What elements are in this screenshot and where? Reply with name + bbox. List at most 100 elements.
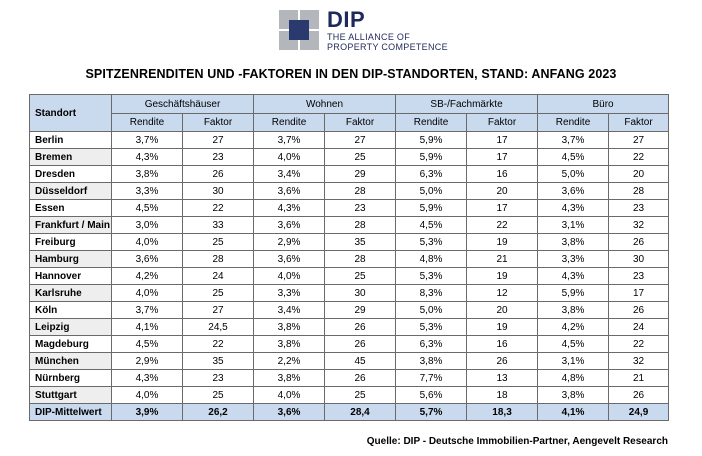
group-header: Büro <box>537 94 670 114</box>
table-row: Berlin 3,7% 27 3,7% 27 5,9% 17 3,7% 27 <box>29 131 670 149</box>
table-cell: 16 <box>466 335 539 353</box>
table-cell: 3,3% <box>111 182 183 200</box>
table-row: Hamburg 3,6% 28 3,6% 28 4,8% 21 3,3% 30 <box>29 250 670 268</box>
table-cell: 4,0% <box>111 284 183 302</box>
table-row: Leipzig 4,1% 24,5 3,8% 26 5,3% 19 4,2% 24 <box>29 318 670 336</box>
table-cell: 23 <box>181 148 255 166</box>
table-cell: 3,1% <box>537 216 610 234</box>
table-cell: 28 <box>324 250 397 268</box>
table-cell: 24,9 <box>608 403 670 421</box>
table-cell: 17 <box>608 284 670 302</box>
table-cell: 8,3% <box>395 284 468 302</box>
table-row: Freiburg 4,0% 25 2,9% 35 5,3% 19 3,8% 26 <box>29 233 670 251</box>
table-cell: 5,3% <box>395 267 468 285</box>
group-header: Wohnen <box>253 94 397 114</box>
table-cell: 4,1% <box>111 318 183 336</box>
table-cell: 4,8% <box>395 250 468 268</box>
table-cell: 30 <box>324 284 397 302</box>
table-cell: 3,7% <box>111 131 183 149</box>
table-cell: 3,1% <box>537 352 610 370</box>
mean-label: DIP-Mittelwert <box>29 403 112 421</box>
table-cell: 20 <box>466 182 539 200</box>
table-cell: 25 <box>181 284 255 302</box>
table-cell: 17 <box>466 131 539 149</box>
table-cell: 3,3% <box>537 250 610 268</box>
table-cell: 22 <box>608 335 670 353</box>
dip-logo-icon <box>279 10 319 50</box>
table-cell: 4,5% <box>537 335 610 353</box>
city-cell: Dresden <box>29 165 112 183</box>
table-cell: 20 <box>608 165 670 183</box>
city-cell: Magdeburg <box>29 335 112 353</box>
table-cell: 4,8% <box>537 369 610 387</box>
table-cell: 5,3% <box>395 318 468 336</box>
table-cell: 24,5 <box>181 318 255 336</box>
mean-row: DIP-Mittelwert 3,9% 26,2 3,6% 28,4 5,7% … <box>29 403 670 421</box>
column-header: Faktor <box>324 113 397 132</box>
city-cell: Bremen <box>29 148 112 166</box>
table-cell: 3,3% <box>253 284 326 302</box>
table-cell: 4,1% <box>537 403 610 421</box>
table-cell: 4,0% <box>253 386 326 404</box>
table-row: München 2,9% 35 2,2% 45 3,8% 26 3,1% 32 <box>29 352 670 370</box>
table-cell: 3,4% <box>253 301 326 319</box>
table-cell: 25 <box>324 267 397 285</box>
table-cell: 6,3% <box>395 165 468 183</box>
table-cell: 4,2% <box>537 318 610 336</box>
city-cell: Stuttgart <box>29 386 112 404</box>
table-cell: 17 <box>466 199 539 217</box>
column-header: Faktor <box>608 113 670 132</box>
column-header: Rendite <box>253 113 326 132</box>
table-cell: 26 <box>608 301 670 319</box>
table-cell: 3,7% <box>537 131 610 149</box>
table-cell: 22 <box>181 335 255 353</box>
table-cell: 27 <box>324 131 397 149</box>
table-cell: 32 <box>608 216 670 234</box>
table-cell: 24 <box>181 267 255 285</box>
table-cell: 5,3% <box>395 233 468 251</box>
table-cell: 28 <box>608 182 670 200</box>
logo-tagline-2: PROPERTY COMPETENCE <box>327 42 448 52</box>
table-cell: 28 <box>181 250 255 268</box>
table-cell: 4,5% <box>111 199 183 217</box>
table-cell: 20 <box>466 301 539 319</box>
dip-logo: DIP THE ALLIANCE OF PROPERTY COMPETENCE <box>279 7 449 56</box>
column-header: Faktor <box>181 113 255 132</box>
table-cell: 3,0% <box>111 216 183 234</box>
table-cell: 3,6% <box>537 182 610 200</box>
table-cell: 6,3% <box>395 335 468 353</box>
table-cell: 25 <box>324 386 397 404</box>
table-cell: 19 <box>466 233 539 251</box>
table-cell: 4,0% <box>111 386 183 404</box>
table-row: Essen 4,5% 22 4,3% 23 5,9% 17 4,3% 23 <box>29 199 670 217</box>
city-cell: Frankfurt / Main <box>29 216 112 234</box>
table-cell: 18 <box>466 386 539 404</box>
group-header: Geschäftshäuser <box>110 94 255 114</box>
table-cell: 4,5% <box>395 216 468 234</box>
table-cell: 23 <box>608 267 670 285</box>
column-header: Rendite <box>395 113 468 132</box>
table-cell: 3,6% <box>111 250 183 268</box>
table-cell: 2,9% <box>253 233 326 251</box>
table-cell: 4,3% <box>111 148 183 166</box>
table-row: Dresden 3,8% 26 3,4% 29 6,3% 16 5,0% 20 <box>29 165 670 183</box>
logo-name: DIP <box>327 7 366 32</box>
table-cell: 26 <box>466 352 539 370</box>
logo-tagline-1: THE ALLIANCE OF <box>327 32 411 42</box>
table-row: Frankfurt / Main 3,0% 33 3,6% 28 4,5% 22 3,1% 32 <box>29 216 670 234</box>
table-cell: 16 <box>466 165 539 183</box>
city-cell: Karlsruhe <box>29 284 112 302</box>
table-row: Köln 3,7% 27 3,4% 29 5,0% 20 3,8% 26 <box>29 301 670 319</box>
table-cell: 4,3% <box>253 199 326 217</box>
table-cell: 5,0% <box>537 165 610 183</box>
table-cell: 26 <box>608 233 670 251</box>
table-cell: 23 <box>324 199 397 217</box>
table-cell: 4,3% <box>537 199 610 217</box>
city-cell: Leipzig <box>29 318 112 336</box>
table-cell: 23 <box>608 199 670 217</box>
yields-table: Standort Geschäftshäuser Wohnen SB-/Fach… <box>29 94 670 421</box>
city-cell: Hamburg <box>29 250 112 268</box>
column-header: Rendite <box>111 113 183 132</box>
table-cell: 19 <box>466 267 539 285</box>
source-note: Quelle: DIP - Deutsche Immobilien-Partne… <box>366 436 668 447</box>
